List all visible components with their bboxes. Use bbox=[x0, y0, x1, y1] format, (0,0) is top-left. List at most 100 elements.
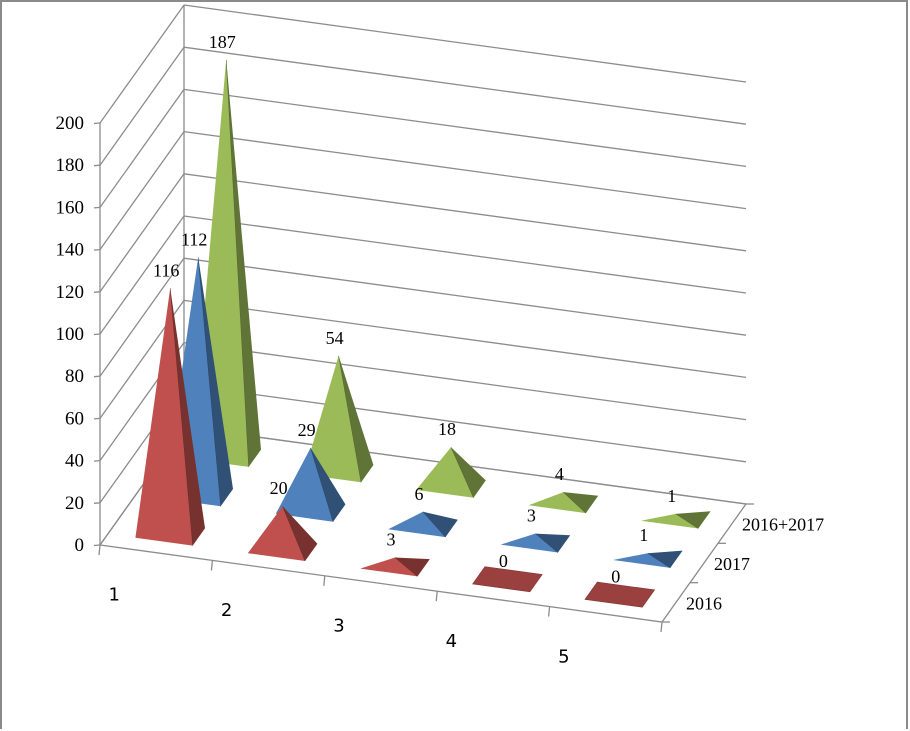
gridline-back-wall bbox=[183, 384, 747, 463]
pyramid-right-face bbox=[647, 550, 683, 568]
data-label: 112 bbox=[181, 229, 207, 249]
pyramid-bar: 116 bbox=[135, 260, 205, 546]
data-label: 18 bbox=[438, 419, 456, 439]
x-tick-mark bbox=[210, 560, 214, 571]
y-tick-label: 200 bbox=[56, 113, 85, 134]
series-label: 2016 bbox=[686, 593, 722, 613]
y-tick-label: 180 bbox=[56, 155, 85, 176]
pyramid-bar: 4 bbox=[528, 464, 599, 514]
pyramid-bar: 18 bbox=[416, 419, 486, 498]
data-label: 1 bbox=[639, 525, 648, 545]
x-tick-mark bbox=[660, 621, 663, 633]
y-tick-mark bbox=[93, 417, 101, 420]
pyramid-front-face bbox=[303, 355, 362, 483]
gridline-side-wall bbox=[99, 131, 185, 250]
y-tick-mark bbox=[93, 291, 101, 293]
y-tick-mark bbox=[93, 122, 101, 125]
data-label: 4 bbox=[555, 464, 564, 484]
data-label: 3 bbox=[387, 530, 396, 550]
y-tick-mark bbox=[93, 459, 101, 462]
y-tick-label: 100 bbox=[56, 324, 85, 345]
pyramid-edge bbox=[169, 288, 194, 546]
gridline-side-wall bbox=[99, 46, 185, 166]
pyramid-right-face bbox=[423, 511, 458, 538]
pyramid-edge bbox=[310, 447, 334, 522]
pyramid-right-face bbox=[282, 506, 318, 561]
gridline-back-wall bbox=[183, 4, 747, 83]
pyramid-right-face bbox=[310, 447, 346, 522]
y-tick-label: 80 bbox=[65, 366, 84, 387]
pyramid-front-face bbox=[247, 506, 306, 561]
x-tick-mark bbox=[98, 544, 101, 556]
pyramid-right-face bbox=[338, 355, 374, 483]
pyramid-front-face bbox=[416, 447, 474, 498]
pyramid-edge bbox=[450, 447, 474, 498]
pyramid-edge bbox=[647, 552, 671, 569]
series-label: 2017 bbox=[714, 554, 750, 574]
data-label: 0 bbox=[499, 551, 508, 571]
y-tick-mark bbox=[93, 502, 101, 504]
pyramid-edge bbox=[282, 506, 306, 562]
y-tick-mark bbox=[93, 206, 101, 209]
gridline-back-wall bbox=[183, 173, 747, 252]
pyramid-bar: 6 bbox=[388, 484, 458, 538]
pyramid-edge bbox=[225, 59, 250, 467]
gridline-back-wall bbox=[183, 257, 747, 336]
pyramid-bar: 29 bbox=[275, 420, 346, 522]
gridline-back-wall bbox=[183, 130, 747, 210]
pyramid-right-face bbox=[170, 288, 205, 546]
series-label: 2016+2017 bbox=[742, 515, 824, 535]
pyramid-right-face bbox=[198, 257, 233, 507]
pyramid-edge bbox=[338, 355, 362, 483]
y-tick-mark bbox=[93, 544, 101, 547]
data-label: 0 bbox=[611, 567, 620, 587]
category-label: 2 bbox=[221, 600, 232, 621]
pyramid-bar: 1 bbox=[613, 525, 683, 569]
data-label: 3 bbox=[527, 506, 536, 526]
pyramid-bar: 20 bbox=[247, 478, 318, 562]
pyramid-right-face bbox=[675, 511, 711, 529]
pyramid-front-face bbox=[528, 492, 586, 514]
y-tick-label: 60 bbox=[65, 408, 84, 429]
y-tick-label: 0 bbox=[75, 535, 85, 556]
pyramid-front-face bbox=[613, 553, 671, 568]
pyramid-base bbox=[472, 566, 543, 593]
data-label: 29 bbox=[298, 420, 316, 440]
gridline-side-wall bbox=[99, 173, 185, 293]
gridline-back-wall bbox=[183, 215, 747, 294]
pyramid-right-face bbox=[395, 557, 430, 577]
pyramid-marks: 187 54 18 4 1 112 29 6 3 1 116 20 3 0 0 bbox=[135, 32, 711, 608]
y-tick-label: 20 bbox=[65, 493, 84, 514]
pyramid-right-face bbox=[535, 533, 571, 553]
category-label: 5 bbox=[558, 646, 569, 667]
pyramid-right-face bbox=[226, 59, 261, 467]
gridline-back-wall bbox=[183, 88, 747, 168]
pyramid-bar: 0 bbox=[584, 567, 656, 608]
pyramid-right-face bbox=[563, 492, 599, 514]
data-label: 187 bbox=[209, 32, 236, 52]
pyramid-edge bbox=[535, 533, 559, 553]
gridline-side-wall bbox=[99, 215, 185, 335]
y-tick-mark bbox=[93, 333, 101, 336]
y-tick-label: 120 bbox=[56, 282, 85, 303]
gridline-side-wall bbox=[99, 89, 185, 208]
pyramid-right-face bbox=[451, 447, 486, 498]
data-label: 116 bbox=[153, 260, 179, 280]
pyramid-edge bbox=[422, 511, 446, 538]
pyramid-edge bbox=[563, 491, 587, 514]
x-tick-mark bbox=[547, 606, 551, 617]
data-label: 20 bbox=[270, 478, 288, 498]
pyramid-front-face bbox=[360, 557, 418, 577]
category-label: 1 bbox=[108, 585, 119, 606]
gridline-back-wall bbox=[183, 46, 747, 125]
pyramid-front-face bbox=[275, 447, 334, 522]
gridline-side-wall bbox=[99, 4, 185, 124]
y-tick-label: 140 bbox=[56, 240, 85, 261]
pyramid-bar: 54 bbox=[303, 328, 374, 483]
y-tick-mark bbox=[93, 248, 101, 251]
pyramid-front-face bbox=[641, 513, 699, 529]
pyramid-edge bbox=[675, 513, 699, 529]
y-tick-label: 40 bbox=[65, 451, 84, 472]
